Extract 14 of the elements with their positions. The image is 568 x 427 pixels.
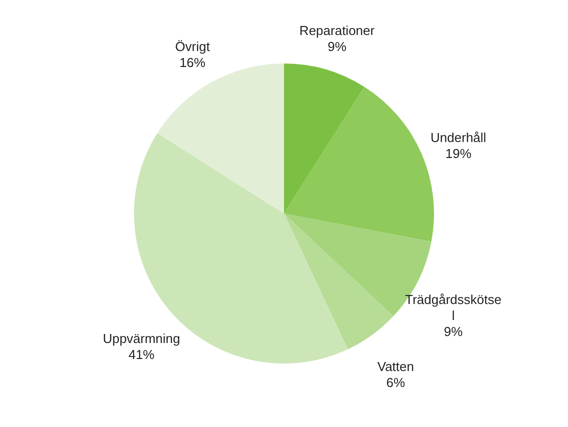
slice-label: Vatten (377, 359, 414, 374)
pie-slice (284, 214, 394, 350)
slice-label: Övrigt (175, 39, 210, 54)
data-label: 9% (328, 39, 347, 54)
slice-label: Trädgårdsskötse l (405, 292, 502, 323)
pie-slice (284, 64, 364, 214)
slice-label: Reparationer (299, 23, 376, 38)
data-label: 19% (445, 146, 472, 162)
slice-label: Uppvärmning (102, 331, 180, 346)
data-label: 16% (179, 55, 206, 70)
slice-label: Underhåll (430, 130, 486, 146)
data-label: 41% (128, 347, 155, 362)
data-label: 6% (386, 375, 406, 390)
data-label: 9% (444, 324, 464, 339)
